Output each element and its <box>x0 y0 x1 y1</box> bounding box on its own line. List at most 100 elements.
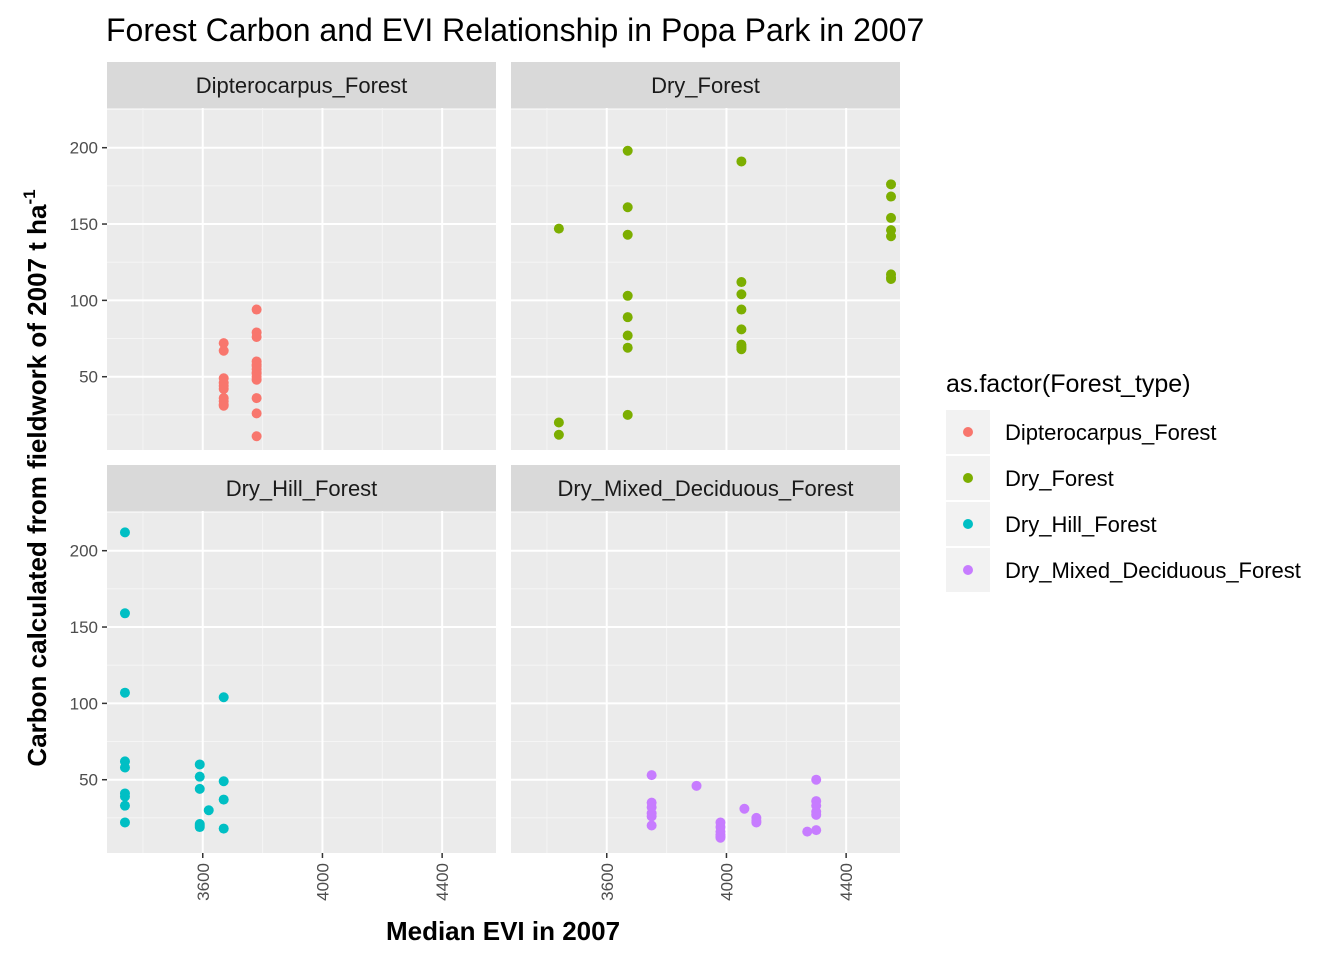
legend-label: Dry_Mixed_Deciduous_Forest <box>1005 558 1301 583</box>
facet-strip-label: Dry_Mixed_Deciduous_Forest <box>558 476 854 501</box>
data-point <box>251 408 262 419</box>
data-point <box>622 330 633 341</box>
x-tick-label: 4400 <box>837 863 856 901</box>
data-point <box>119 608 130 619</box>
legend-marker <box>963 473 973 483</box>
x-axis-title: Median EVI in 2007 <box>386 916 620 946</box>
x-tick-label: 4400 <box>433 863 452 901</box>
data-point <box>218 345 229 356</box>
legend-item: Dry_Mixed_Deciduous_Forest <box>946 548 1301 592</box>
data-point <box>739 803 750 814</box>
data-point <box>218 692 229 703</box>
legend-item: Dipterocarpus_Forest <box>946 410 1217 454</box>
panel-background <box>511 108 900 450</box>
facet-panel: Dry_Hill_Forest <box>107 465 496 853</box>
data-point <box>553 429 564 440</box>
data-point <box>194 771 205 782</box>
data-point <box>194 783 205 794</box>
panel-background <box>107 108 496 450</box>
x-tick-label: 4000 <box>313 863 332 901</box>
data-point <box>886 179 897 190</box>
data-point <box>218 776 229 787</box>
y-tick-label: 200 <box>70 139 98 158</box>
data-point <box>736 277 747 288</box>
facet-strip <box>511 465 900 511</box>
legend-label: Dry_Hill_Forest <box>1005 512 1157 537</box>
panel-background <box>511 511 900 853</box>
data-point <box>622 312 633 323</box>
legend: as.factor(Forest_type) Dipterocarpus_For… <box>946 370 1301 592</box>
data-point <box>886 191 897 202</box>
data-point <box>736 304 747 315</box>
y-axis-title: Carbon calculated from fieldwork of 2007… <box>20 189 52 766</box>
y-axes: 50 100 150 200 50 100 150 200 <box>70 139 107 790</box>
data-point <box>646 820 657 831</box>
y-tick-label: 100 <box>70 694 98 713</box>
data-point <box>811 825 822 836</box>
y-axis-title-superscript: -1 <box>20 189 39 204</box>
data-point <box>251 361 262 372</box>
data-point <box>811 774 822 785</box>
legend-label: Dipterocarpus_Forest <box>1005 420 1217 445</box>
data-point <box>119 527 130 538</box>
data-point <box>622 342 633 353</box>
legend-marker <box>963 565 973 575</box>
data-point <box>553 417 564 428</box>
data-point <box>119 791 130 802</box>
data-point <box>218 794 229 805</box>
y-tick-label: 150 <box>70 215 98 234</box>
data-point <box>811 809 822 820</box>
data-point <box>194 820 205 831</box>
facet-strip-label: Dipterocarpus_Forest <box>196 73 408 98</box>
y-axis-title-main: Carbon calculated from fieldwork of 2007… <box>22 204 52 767</box>
data-point <box>218 338 229 349</box>
y-tick-label: 100 <box>70 291 98 310</box>
data-point <box>218 823 229 834</box>
data-point <box>119 800 130 811</box>
data-point <box>218 400 229 411</box>
facet-strip <box>107 62 496 108</box>
data-point <box>622 145 633 156</box>
data-point <box>646 811 657 822</box>
y-tick-label: 150 <box>70 618 98 637</box>
data-point <box>194 759 205 770</box>
data-point <box>646 770 657 781</box>
legend-marker <box>963 427 973 437</box>
facet-strip-label: Dry_Forest <box>651 73 760 98</box>
data-point <box>203 805 214 816</box>
data-point <box>119 687 130 698</box>
data-point <box>802 826 813 837</box>
data-point <box>251 393 262 404</box>
data-point <box>622 290 633 301</box>
facet-panel: Dry_Mixed_Deciduous_Forest <box>511 465 900 853</box>
legend-title: as.factor(Forest_type) <box>946 370 1191 398</box>
facet-strip-label: Dry_Hill_Forest <box>226 476 378 501</box>
chart-title: Forest Carbon and EVI Relationship in Po… <box>106 12 924 48</box>
data-point <box>715 832 726 843</box>
data-point <box>736 289 747 300</box>
facet-panel: Dry_Forest <box>511 62 900 450</box>
y-tick-label: 200 <box>70 542 98 561</box>
facet-strip <box>511 62 900 108</box>
y-axis-title-group: Carbon calculated from fieldwork of 2007… <box>20 189 52 766</box>
data-point <box>886 231 897 242</box>
legend-item: Dry_Forest <box>946 456 1114 500</box>
data-point <box>691 780 702 791</box>
facet-strip <box>107 465 496 511</box>
data-point <box>251 304 262 315</box>
data-point <box>251 431 262 442</box>
panel-background <box>107 511 496 853</box>
data-point <box>553 223 564 234</box>
x-tick-label: 3600 <box>194 863 213 901</box>
data-point <box>736 156 747 167</box>
data-point <box>751 817 762 828</box>
data-point <box>119 817 130 828</box>
data-point <box>622 409 633 420</box>
data-point <box>218 383 229 394</box>
facet-panels: Dipterocarpus_Forest Dry_Forest Dry_Hill_F… <box>107 62 900 853</box>
data-point <box>119 762 130 773</box>
legend-item: Dry_Hill_Forest <box>946 502 1157 546</box>
y-tick-label: 50 <box>79 368 98 387</box>
x-axes: 3600 4000 4400 3600 4000 4400 <box>194 853 856 901</box>
